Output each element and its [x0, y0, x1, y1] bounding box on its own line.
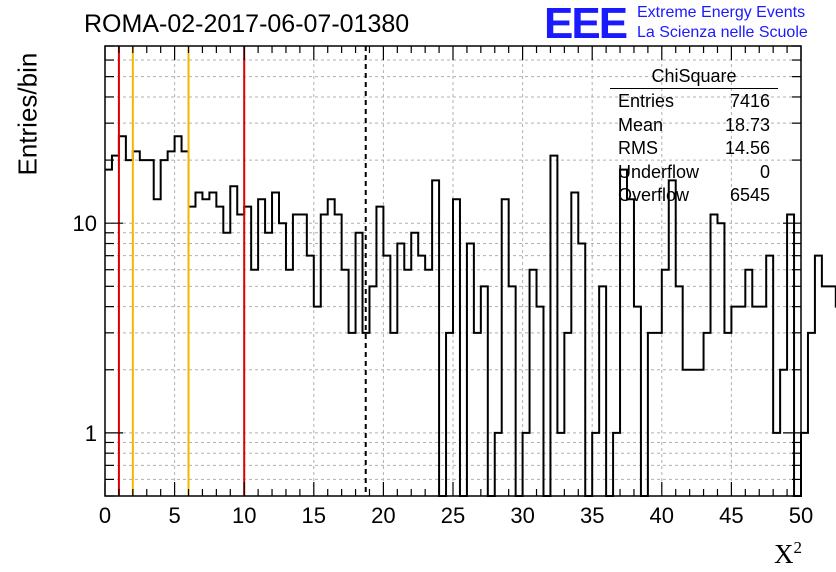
x-tick-label: 5: [168, 503, 180, 528]
stats-label: Overflow: [618, 185, 690, 205]
stats-value: 14.56: [724, 138, 770, 158]
axes-layer: [104, 45, 802, 497]
x-tick-label: 20: [371, 503, 395, 528]
stats-value: 0: [759, 161, 770, 182]
stats-value: 18.73: [724, 114, 770, 135]
histogram-outline: [105, 135, 836, 497]
stats-label: RMS: [618, 138, 658, 158]
x-axis-label: X2: [774, 538, 802, 570]
x-tick-label: 25: [441, 503, 465, 528]
stats-value: 6545: [729, 185, 770, 205]
x-axis-label-superscript: 2: [793, 538, 803, 557]
x-tick-label: 35: [580, 503, 604, 528]
logo-line-2: La Scienza nelle Scuole: [637, 24, 808, 41]
y-axis-label: Entries/bin: [12, 52, 43, 176]
stats-row-entries: Entries 7416: [610, 90, 778, 114]
x-tick-label: 0: [99, 503, 111, 528]
histogram-layer: [105, 135, 836, 497]
stats-box: ChiSquare Entries 7416 Mean 18.73 RMS 14.56…: [610, 66, 778, 208]
x-tick-label: 50: [789, 503, 813, 528]
logo-line-1: Extreme Energy Events: [637, 4, 806, 21]
stats-label: Entries: [618, 91, 675, 111]
x-tick-label: 45: [719, 503, 743, 528]
marker-lines-layer: [117, 46, 367, 496]
x-tick-label: 10: [232, 503, 256, 528]
x-tick-label: 30: [510, 503, 534, 528]
stats-title: ChiSquare: [610, 66, 778, 89]
eee-logo-mark: EEE: [544, 0, 628, 48]
chart-title: ROMA-02-2017-06-07-01380: [84, 10, 410, 38]
stats-row-overflow: Overflow 6545: [610, 184, 778, 208]
x-tick-label: 40: [650, 503, 674, 528]
tick-labels-layer: 0 5 10 15 20 25 30 35 40 45 50 1 10: [73, 211, 814, 528]
stats-value: 7416: [729, 91, 770, 111]
stats-label: Mean: [618, 114, 664, 135]
x-tick-label: 15: [302, 503, 326, 528]
x-axis-label-base: X: [774, 539, 794, 569]
stats-row-rms: RMS 14.56: [610, 137, 778, 161]
y-tick-label: 1: [85, 421, 97, 446]
stats-row-mean: Mean 18.73: [610, 114, 778, 138]
stats-row-underflow: Underflow 0: [610, 161, 778, 185]
stats-label: Underflow: [618, 161, 700, 182]
y-tick-label: 10: [73, 211, 97, 236]
